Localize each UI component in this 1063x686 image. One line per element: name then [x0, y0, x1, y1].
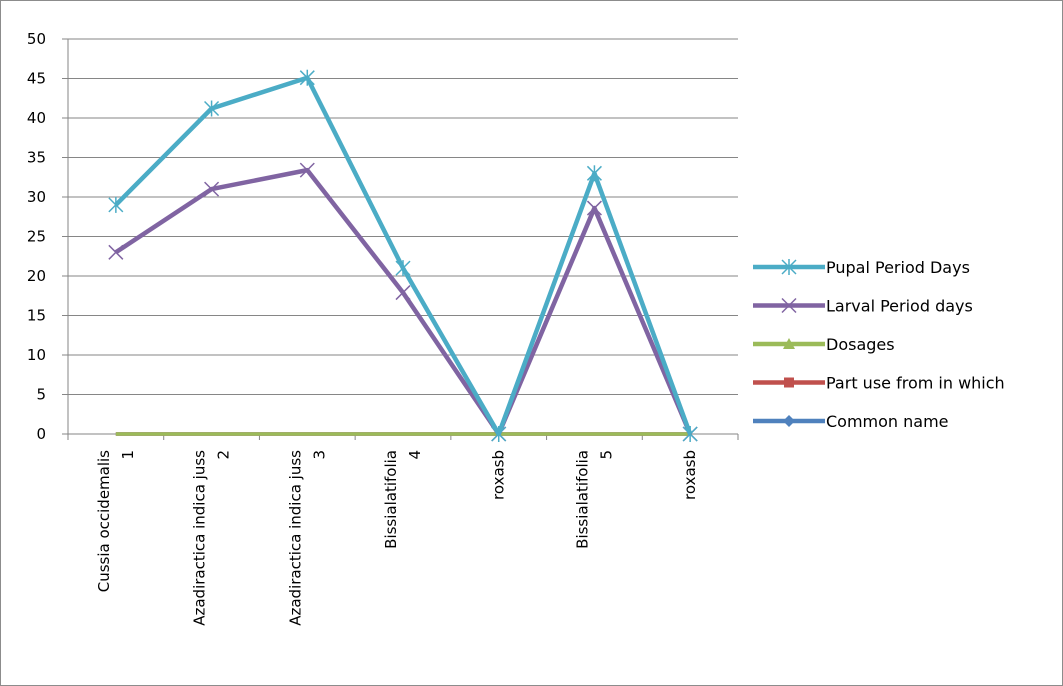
y-tick-label: 10: [27, 346, 46, 364]
legend-label: Pupal Period Days: [826, 258, 970, 277]
series-lines: [108, 69, 698, 442]
x-category-label: roxasb: [681, 450, 699, 500]
legend-item: Larval Period days: [753, 297, 973, 316]
x-category-label: Azadiractica indica juss: [286, 450, 304, 626]
data-point: [682, 426, 698, 442]
legend-item: Dosages: [753, 335, 895, 354]
data-point: [299, 162, 315, 178]
x-category-label: Bissialatifolia: [573, 450, 591, 549]
legend-item: Part use from in which: [753, 374, 1005, 393]
legend-marker: [781, 297, 797, 314]
legend-label: Dosages: [826, 335, 895, 354]
legend-marker: [783, 415, 795, 427]
legend-item: Pupal Period Days: [753, 258, 970, 277]
axes: [67, 39, 739, 440]
x-axis-category-labels: Cussia occidemalis 1 Azadiractica indica j…: [95, 450, 699, 626]
legend-item: Common name: [753, 412, 949, 431]
gridlines: [62, 38, 738, 435]
data-point: [204, 100, 220, 117]
data-point: [491, 426, 507, 442]
y-tick-label: 0: [36, 425, 46, 443]
y-tick-label: 15: [27, 307, 46, 325]
x-category-label: Azadiractica indica juss: [191, 450, 209, 626]
y-tick-label: 50: [27, 30, 46, 48]
data-point: [395, 285, 411, 301]
x-category-label: roxasb: [490, 450, 508, 500]
x-category-label: 5: [597, 450, 615, 460]
y-tick-label: 30: [27, 188, 46, 206]
legend-label: Part use from in which: [826, 374, 1005, 393]
data-point: [108, 244, 124, 260]
data-point: [204, 181, 220, 197]
series-pupal-period-days: [108, 69, 698, 442]
y-axis-tick-labels: 0 5 10 15 20 25 30 35 40 45 50: [27, 30, 46, 443]
data-point: [586, 200, 602, 216]
y-tick-label: 35: [27, 149, 46, 167]
x-category-label: 1: [119, 450, 137, 460]
x-category-label: 2: [215, 450, 233, 460]
y-tick-label: 20: [27, 267, 46, 285]
legend-marker: [781, 259, 797, 275]
y-tick-label: 45: [27, 70, 46, 88]
legend-marker: [784, 377, 794, 388]
series-larval-period-days: [108, 162, 698, 442]
x-category-label: Cussia occidemalis: [95, 450, 113, 592]
y-tick-label: 25: [27, 228, 46, 246]
data-point: [395, 260, 411, 277]
y-tick-label: 40: [27, 109, 46, 127]
data-point: [299, 69, 315, 86]
legend-label: Larval Period days: [826, 297, 973, 316]
data-point: [108, 196, 124, 213]
legend-label: Common name: [826, 412, 949, 431]
legend: Pupal Period Days Larval Period days Dosag…: [753, 258, 1005, 431]
y-tick-label: 5: [36, 386, 46, 404]
series-line: [114, 75, 693, 437]
x-category-label: 3: [310, 450, 328, 460]
legend-marker: [783, 338, 795, 349]
x-category-label: 4: [406, 450, 424, 460]
data-point: [586, 165, 602, 182]
x-category-label: Bissialatifolia: [382, 450, 400, 549]
